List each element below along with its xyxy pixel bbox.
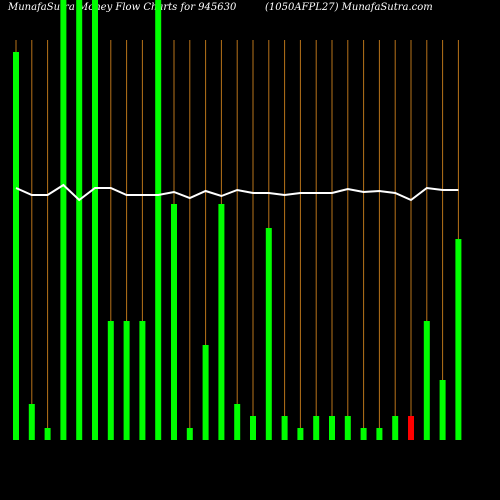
bar — [329, 416, 335, 440]
bar — [392, 416, 399, 440]
bar — [76, 0, 83, 440]
bar — [13, 52, 19, 440]
bar — [171, 204, 177, 440]
bar — [281, 416, 288, 440]
money-flow-line — [15, 183, 459, 202]
bar — [123, 321, 130, 440]
bar — [265, 228, 272, 440]
bar — [250, 416, 256, 440]
bar — [376, 428, 383, 440]
bar — [202, 345, 209, 440]
chart-title: MunafaSutra Money Flow Charts for 945630 — [7, 2, 237, 13]
bar — [107, 321, 114, 440]
chart-subtitle: (1050AFPL27) MunafaSutra.com — [265, 2, 433, 13]
bar — [28, 404, 35, 440]
bar — [139, 321, 146, 440]
bar — [155, 0, 162, 440]
bar — [186, 428, 193, 440]
bar — [439, 380, 446, 440]
bar — [92, 0, 98, 440]
bar — [455, 239, 462, 440]
bar — [423, 321, 430, 440]
bar — [297, 428, 304, 440]
bar — [44, 428, 51, 440]
bar — [313, 416, 320, 440]
bar — [60, 0, 67, 440]
bar — [218, 204, 225, 440]
bar — [360, 428, 367, 440]
bar — [234, 404, 241, 440]
bar — [408, 416, 414, 440]
bar — [344, 416, 351, 440]
